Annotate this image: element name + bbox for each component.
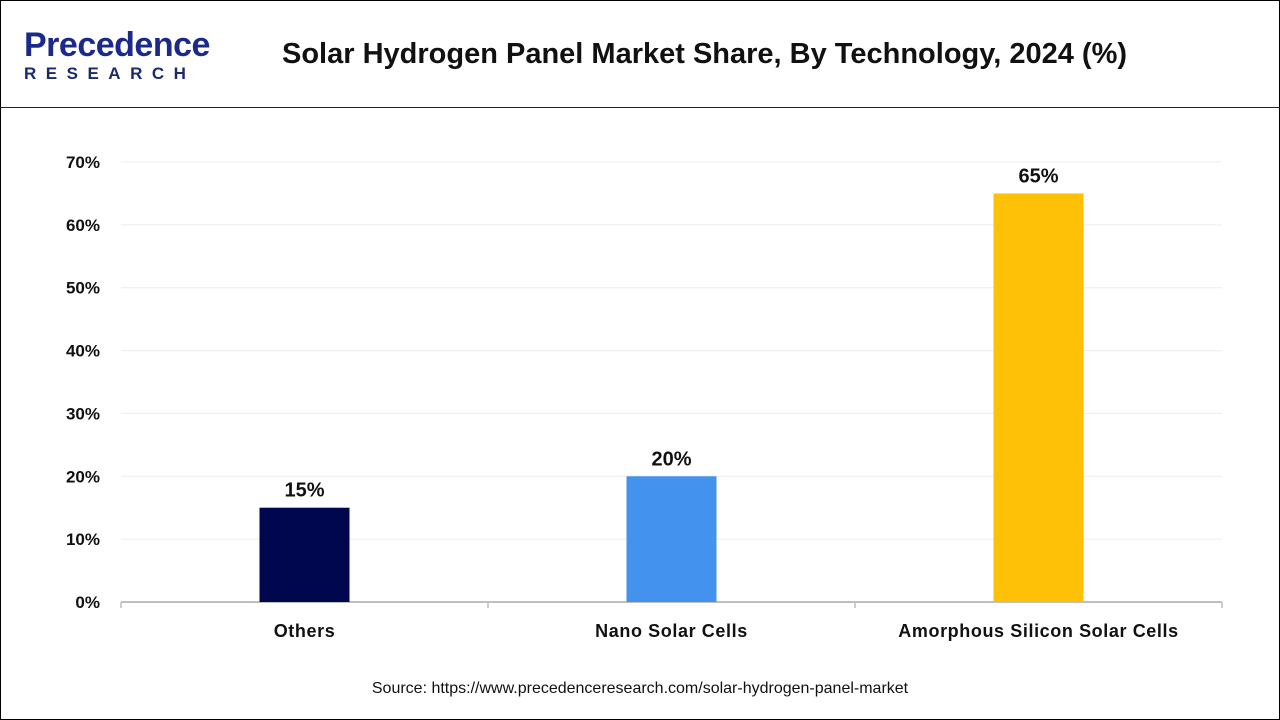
bar [626, 476, 717, 602]
source-text: Source: https://www.precedenceresearch.c… [371, 680, 909, 697]
y-tick-label: 20% [66, 467, 100, 486]
y-tick-label: 30% [66, 404, 100, 423]
y-tick-label: 60% [66, 216, 100, 235]
y-tick-label: 40% [66, 342, 100, 361]
x-tick-label: Amorphous Silicon Solar Cells [898, 621, 1178, 641]
data-label: 15% [284, 480, 324, 502]
data-label: 20% [651, 448, 691, 470]
x-tick-label: Nano Solar Cells [595, 621, 748, 641]
y-tick-label: 0% [75, 593, 100, 612]
logo-line2: RESEARCH [24, 64, 196, 83]
y-tick-label: 10% [66, 530, 100, 549]
precedence-research-logo: Precedence RESEARCH [24, 28, 210, 84]
logo-line1: Precedence [24, 26, 210, 64]
y-tick-label: 70% [66, 153, 100, 172]
y-tick-label: 50% [66, 279, 100, 298]
bar [259, 507, 350, 602]
header: Precedence RESEARCH Solar Hydrogen Panel… [0, 0, 1280, 108]
chart-title: Solar Hydrogen Panel Market Share, By Te… [282, 38, 1128, 70]
bar [993, 193, 1084, 602]
x-tick-label: Others [274, 621, 336, 641]
data-label: 65% [1018, 165, 1058, 187]
